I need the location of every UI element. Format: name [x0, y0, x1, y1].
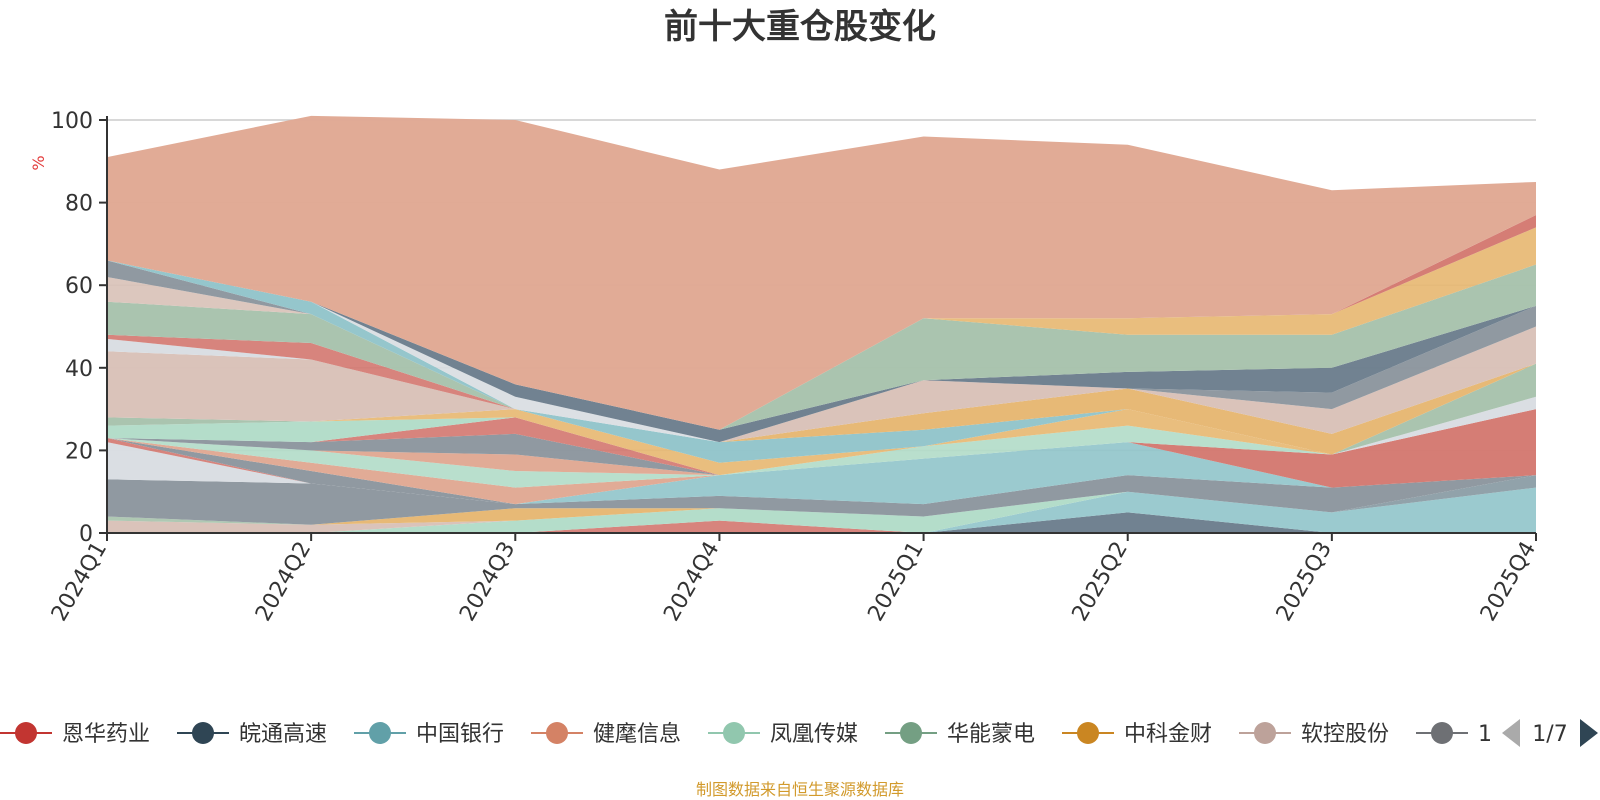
- chart-title: 前十大重仓股变化: [664, 7, 936, 47]
- y-tick-label-2: 40: [65, 357, 93, 382]
- legend-item-6[interactable]: 中科金财: [1062, 722, 1212, 747]
- area-series-33: [107, 260, 1536, 443]
- legend-item-5[interactable]: 华能蒙电: [885, 722, 1035, 747]
- legend-label: 中科金财: [1124, 722, 1212, 747]
- legend-label: 1: [1478, 722, 1492, 747]
- x-tick-label-5: 2025Q2: [1068, 538, 1133, 626]
- area-series-0: [107, 512, 1536, 533]
- legend-item-7[interactable]: 软控股份: [1239, 722, 1389, 747]
- legend-label: 中国银行: [416, 722, 504, 747]
- legend-label: 软控股份: [1301, 722, 1389, 747]
- x-tick-label-3: 2024Q4: [659, 538, 724, 626]
- legend-marker-icon: [1254, 722, 1276, 744]
- legend: 恩华药业 皖通高速 中国银行 健麾信息 凤凰传媒 华能蒙电 中科金财 软控股份 1: [0, 722, 1492, 747]
- area-series-29: [107, 301, 1536, 443]
- area-series-23: [107, 363, 1536, 463]
- y-tick-label-3: 60: [65, 274, 93, 299]
- y-tick-label-4: 80: [65, 192, 93, 217]
- x-tick-label-7: 2025Q4: [1476, 538, 1541, 626]
- legend-next-icon[interactable]: [1580, 719, 1598, 747]
- area-series-26: [107, 326, 1536, 443]
- legend-item-3[interactable]: 健麾信息: [531, 722, 681, 747]
- legend-pager: 1/7: [1502, 719, 1598, 747]
- legend-marker-icon: [1077, 722, 1099, 744]
- area-series-17: [107, 396, 1536, 476]
- legend-item-1[interactable]: 皖通高速: [177, 722, 327, 747]
- legend-marker-icon: [546, 722, 568, 744]
- legend-item-0[interactable]: 恩华药业: [0, 722, 150, 747]
- legend-prev-icon[interactable]: [1502, 719, 1520, 747]
- area-series-6: [107, 475, 1536, 533]
- x-tick-label-4: 2025Q1: [863, 538, 928, 626]
- legend-marker-icon: [192, 722, 214, 744]
- area-series-36: [107, 260, 1536, 430]
- x-tick-label-0: 2024Q1: [47, 538, 112, 626]
- legend-page-indicator: 1/7: [1532, 722, 1567, 747]
- legend-item-2[interactable]: 中国银行: [354, 722, 504, 747]
- area-series-22: [107, 363, 1536, 476]
- legend-marker-icon: [900, 722, 922, 744]
- area-series-5: [107, 475, 1536, 533]
- legend-marker-icon: [1431, 722, 1453, 744]
- y-tick-label-0: 0: [79, 522, 93, 547]
- legend-marker-icon: [723, 722, 745, 744]
- legend-label: 皖通高速: [239, 722, 327, 747]
- legend-label: 恩华药业: [62, 722, 150, 747]
- y-tick-label-1: 20: [65, 439, 93, 464]
- area-series-39: [107, 115, 1536, 430]
- area-series-35: [107, 260, 1536, 443]
- source-note: 制图数据来自恒生聚源数据库: [696, 780, 904, 799]
- area-series: [107, 115, 1536, 533]
- legend-marker-icon: [369, 722, 391, 744]
- x-tick-label-2: 2024Q3: [455, 538, 520, 626]
- y-axis-label: %: [29, 155, 48, 170]
- area-series-10: [107, 442, 1536, 505]
- x-tick-label-1: 2024Q2: [251, 538, 316, 626]
- legend-item-8[interactable]: 1: [1416, 722, 1492, 747]
- legend-label: 凤凰传媒: [770, 722, 858, 747]
- area-series-11: [107, 409, 1536, 505]
- legend-item-4[interactable]: 凤凰传媒: [708, 722, 858, 747]
- y-tick-label-5: 100: [51, 109, 93, 134]
- x-tick-label-6: 2025Q3: [1272, 538, 1337, 626]
- legend-label: 华能蒙电: [947, 722, 1035, 747]
- area-series-1: [107, 487, 1536, 533]
- legend-marker-icon: [15, 722, 37, 744]
- legend-label: 健麾信息: [593, 722, 681, 747]
- area-series-37: [107, 227, 1536, 430]
- area-series-19: [107, 396, 1536, 476]
